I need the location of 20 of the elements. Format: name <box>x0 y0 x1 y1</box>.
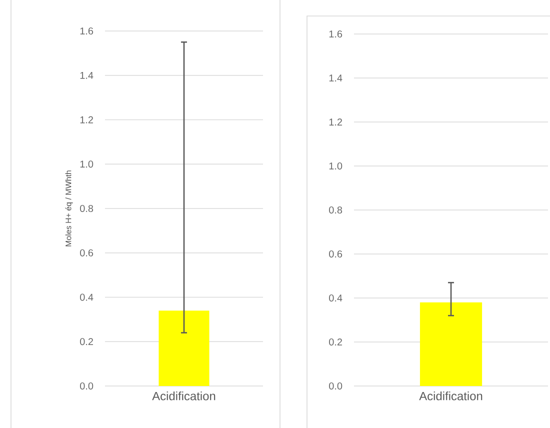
y-tick-label: 1.2 <box>80 116 93 124</box>
y-tick-label: 0.6 <box>80 249 94 256</box>
y-tick-label: 0.6 <box>329 250 342 258</box>
y-tick-label: 1.0 <box>80 160 94 168</box>
y-tick-label: 1.4 <box>329 74 342 82</box>
y-tick-label: 1.6 <box>329 30 342 38</box>
y-tick-label: 1.0 <box>329 162 342 170</box>
y-tick-label: 1.4 <box>80 72 94 79</box>
y-tick-label: 0.2 <box>80 338 93 346</box>
y-tick-label: 0.4 <box>80 294 94 301</box>
y-tick-label: 0.2 <box>329 338 342 346</box>
y-tick-label: 0.8 <box>80 204 94 212</box>
y-tick-label: 0.4 <box>329 294 342 302</box>
y-tick-label: 0.8 <box>329 206 342 214</box>
y-tick-label: 1.6 <box>80 27 94 35</box>
x-tick-label: Acidification <box>419 392 482 400</box>
x-tick-label: Acidification <box>152 392 216 400</box>
y-tick-label: 0.0 <box>80 382 94 390</box>
y-tick-label: 0.0 <box>329 382 342 390</box>
y-tick-label: 1.2 <box>329 118 342 126</box>
